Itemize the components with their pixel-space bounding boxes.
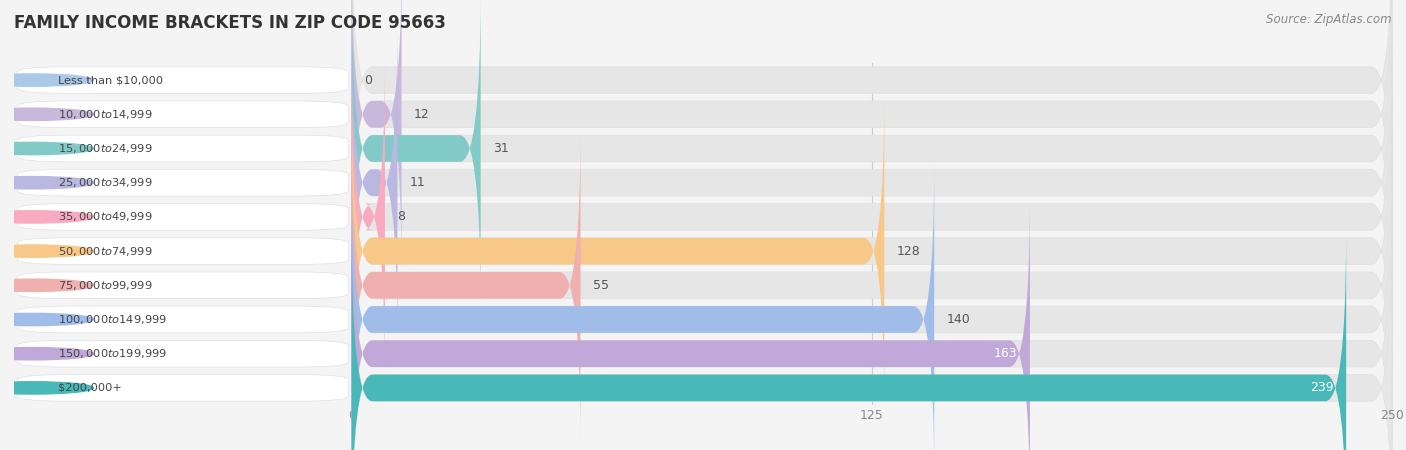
FancyBboxPatch shape xyxy=(352,0,402,272)
FancyBboxPatch shape xyxy=(352,230,1346,450)
FancyBboxPatch shape xyxy=(352,162,1392,450)
FancyBboxPatch shape xyxy=(17,374,349,401)
Circle shape xyxy=(0,108,93,121)
FancyBboxPatch shape xyxy=(352,0,1392,272)
Text: 12: 12 xyxy=(413,108,430,121)
Circle shape xyxy=(0,382,93,394)
Text: 8: 8 xyxy=(398,211,405,223)
FancyBboxPatch shape xyxy=(352,25,398,340)
Text: 163: 163 xyxy=(994,347,1018,360)
Text: FAMILY INCOME BRACKETS IN ZIP CODE 95663: FAMILY INCOME BRACKETS IN ZIP CODE 95663 xyxy=(14,14,446,32)
FancyBboxPatch shape xyxy=(17,306,349,333)
FancyBboxPatch shape xyxy=(17,101,349,128)
Text: 11: 11 xyxy=(411,176,426,189)
Text: $10,000 to $14,999: $10,000 to $14,999 xyxy=(58,108,152,121)
Text: $75,000 to $99,999: $75,000 to $99,999 xyxy=(58,279,152,292)
Text: $15,000 to $24,999: $15,000 to $24,999 xyxy=(58,142,152,155)
FancyBboxPatch shape xyxy=(352,162,934,450)
Circle shape xyxy=(0,211,93,223)
Text: 55: 55 xyxy=(593,279,609,292)
FancyBboxPatch shape xyxy=(352,59,1392,374)
Text: $35,000 to $49,999: $35,000 to $49,999 xyxy=(58,211,152,223)
Text: 31: 31 xyxy=(494,142,509,155)
Text: 140: 140 xyxy=(946,313,970,326)
Text: 0: 0 xyxy=(364,74,373,86)
FancyBboxPatch shape xyxy=(17,340,349,367)
Circle shape xyxy=(0,245,93,257)
Circle shape xyxy=(0,74,93,86)
Text: 128: 128 xyxy=(897,245,921,257)
FancyBboxPatch shape xyxy=(17,67,349,94)
FancyBboxPatch shape xyxy=(17,272,349,299)
FancyBboxPatch shape xyxy=(352,59,385,374)
FancyBboxPatch shape xyxy=(17,203,349,230)
Text: Source: ZipAtlas.com: Source: ZipAtlas.com xyxy=(1267,14,1392,27)
Text: $150,000 to $199,999: $150,000 to $199,999 xyxy=(58,347,167,360)
Text: $25,000 to $34,999: $25,000 to $34,999 xyxy=(58,176,152,189)
FancyBboxPatch shape xyxy=(352,0,1392,306)
Circle shape xyxy=(0,279,93,292)
Text: $200,000+: $200,000+ xyxy=(58,383,122,393)
FancyBboxPatch shape xyxy=(352,94,884,409)
FancyBboxPatch shape xyxy=(352,94,1392,409)
FancyBboxPatch shape xyxy=(352,128,1392,443)
FancyBboxPatch shape xyxy=(352,0,481,306)
FancyBboxPatch shape xyxy=(352,0,1392,238)
FancyBboxPatch shape xyxy=(17,169,349,196)
FancyBboxPatch shape xyxy=(352,196,1392,450)
FancyBboxPatch shape xyxy=(352,196,1031,450)
Text: 239: 239 xyxy=(1310,382,1334,394)
FancyBboxPatch shape xyxy=(17,135,349,162)
Text: Less than $10,000: Less than $10,000 xyxy=(58,75,163,85)
Circle shape xyxy=(0,142,93,155)
FancyBboxPatch shape xyxy=(17,238,349,265)
FancyBboxPatch shape xyxy=(352,230,1392,450)
FancyBboxPatch shape xyxy=(352,25,1392,340)
Text: $100,000 to $149,999: $100,000 to $149,999 xyxy=(58,313,167,326)
Circle shape xyxy=(0,347,93,360)
Circle shape xyxy=(0,313,93,326)
FancyBboxPatch shape xyxy=(352,128,581,443)
Text: $50,000 to $74,999: $50,000 to $74,999 xyxy=(58,245,152,257)
Circle shape xyxy=(0,176,93,189)
